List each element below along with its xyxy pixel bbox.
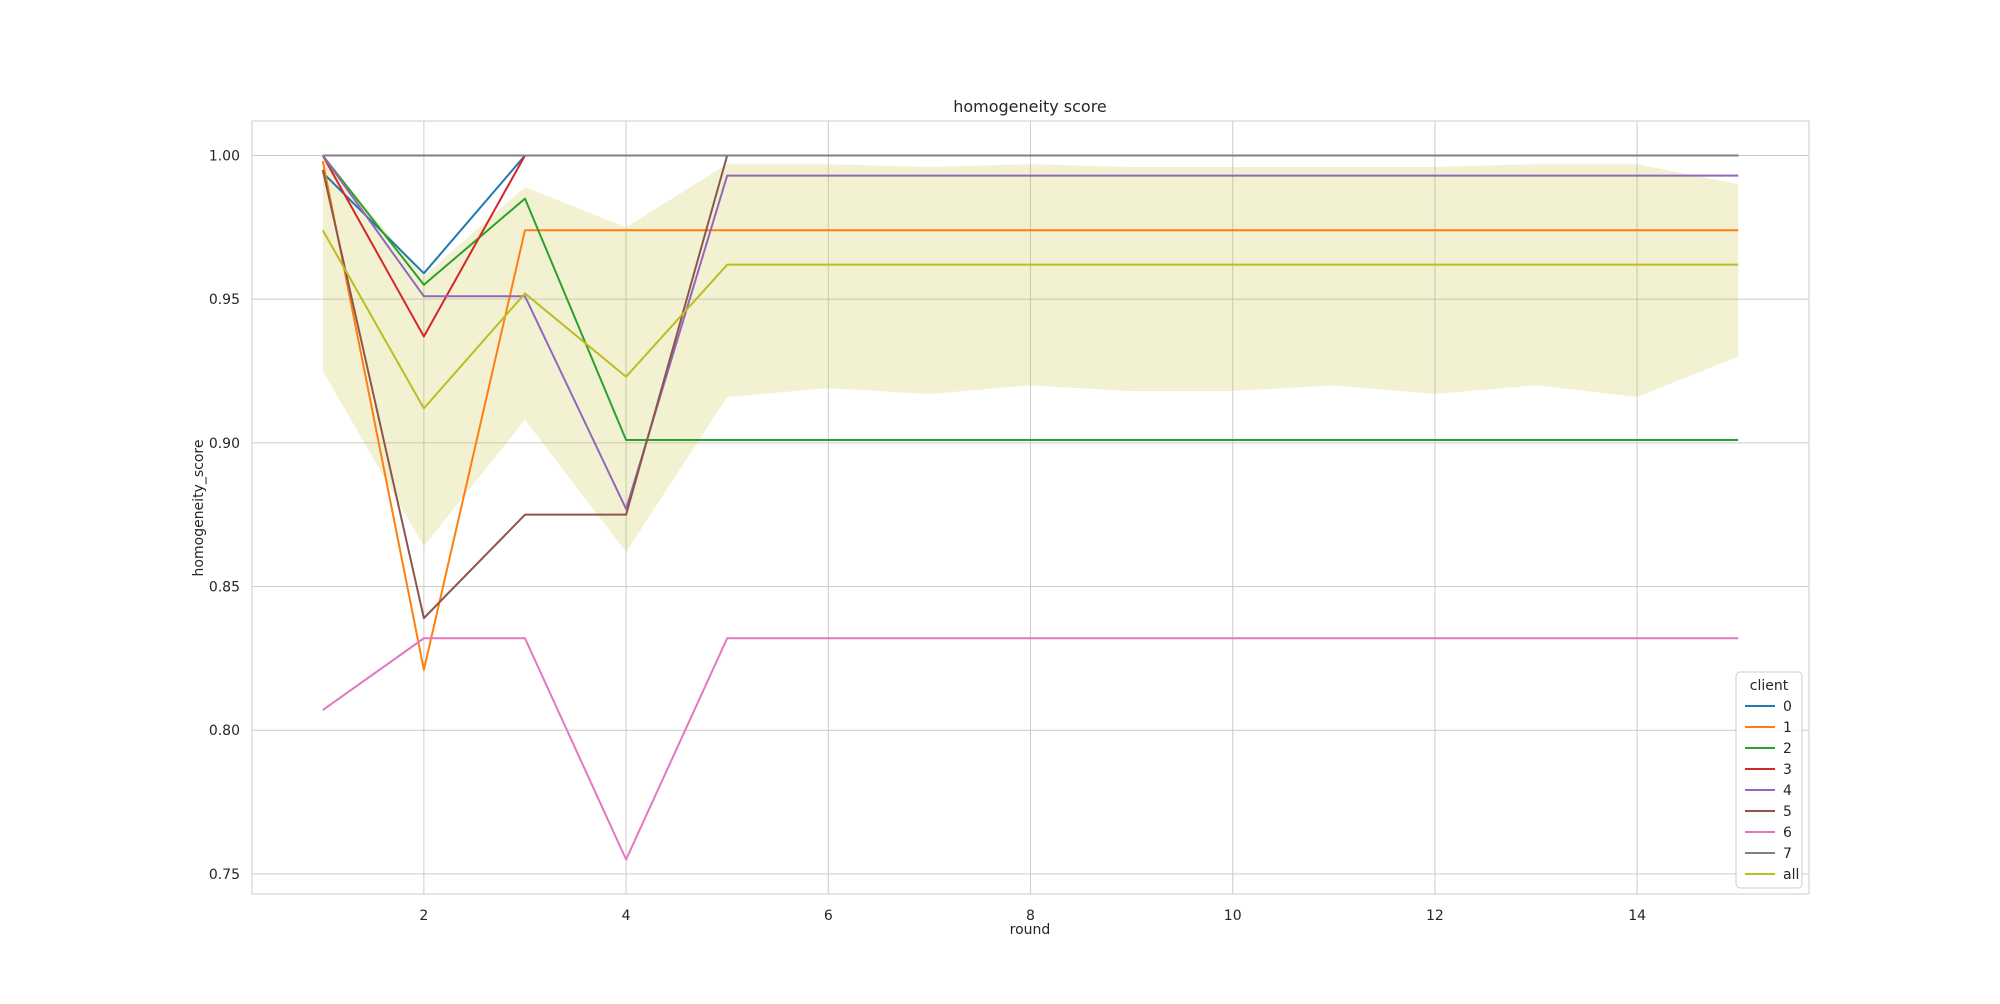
chart-title: homogeneity score	[953, 97, 1107, 116]
x-tick-label: 12	[1426, 908, 1444, 924]
y-axis-ticks: 0.75 0.80 0.85 0.90 0.95 1.00	[209, 148, 240, 882]
legend-label-7: 7	[1783, 846, 1792, 862]
legend-label-2: 2	[1783, 741, 1792, 757]
legend-label-5: 5	[1783, 804, 1792, 820]
x-axis-label: round	[1010, 922, 1051, 938]
x-tick-label: 2	[419, 908, 428, 924]
legend-label-6: 6	[1783, 825, 1792, 841]
series-line-1	[321, 161, 1739, 671]
legend-label-0: 0	[1783, 699, 1792, 715]
legend-title: client	[1750, 678, 1789, 694]
series-lines	[321, 154, 1739, 861]
legend-label-1: 1	[1783, 720, 1792, 736]
legend-label-all: all	[1783, 867, 1799, 883]
y-tick-label: 0.85	[209, 580, 240, 596]
y-tick-label: 0.75	[209, 867, 240, 883]
legend-label-4: 4	[1783, 783, 1792, 799]
series-line-2	[321, 154, 1739, 441]
series-line-all	[321, 229, 1739, 410]
series-line-6	[322, 637, 1739, 861]
legend: client 0 1 2 3 4 5 6 7 all	[1735, 671, 1803, 889]
y-tick-label: 1.00	[209, 148, 240, 164]
x-tick-label: 4	[622, 908, 631, 924]
x-axis-ticks: 2 4 6 8 10 12 14	[419, 908, 1646, 924]
legend-label-3: 3	[1783, 762, 1792, 778]
legend-box	[1735, 671, 1803, 889]
x-tick-label: 10	[1224, 908, 1242, 924]
y-tick-label: 0.95	[209, 292, 240, 308]
x-tick-label: 6	[824, 908, 833, 924]
series-line-4	[321, 154, 1739, 510]
y-axis-label: homogeneity_score	[191, 440, 207, 577]
confidence-bands	[322, 155, 1739, 553]
confidence-band-all	[322, 155, 1739, 553]
y-tick-label: 0.80	[209, 723, 240, 739]
x-tick-label: 14	[1628, 908, 1646, 924]
plot-frame	[251, 120, 1810, 895]
y-tick-label: 0.90	[209, 436, 240, 452]
x-tick-label: 8	[1026, 908, 1035, 924]
legend-items: 0 1 2 3 4 5 6 7 all	[1745, 699, 1799, 883]
